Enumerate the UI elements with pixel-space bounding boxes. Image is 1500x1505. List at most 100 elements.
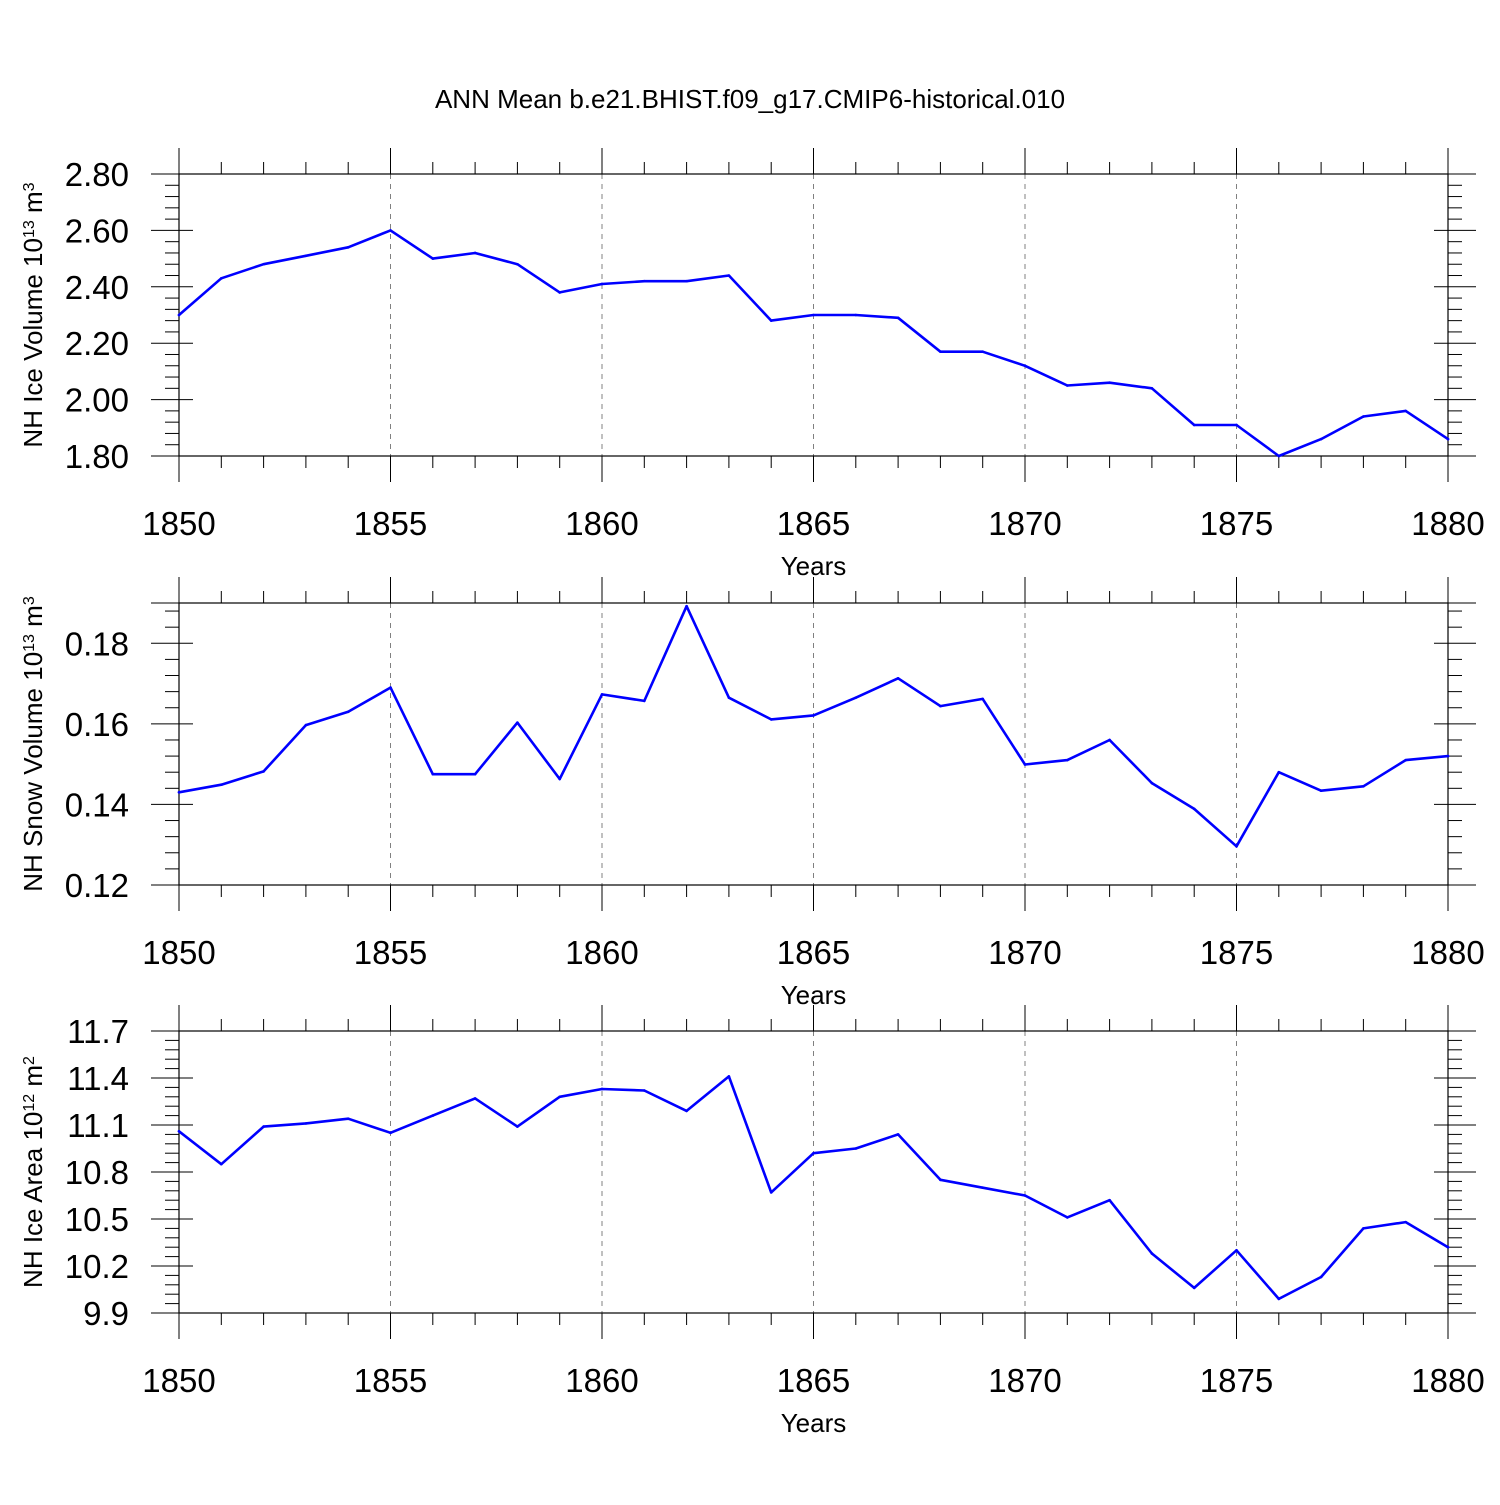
data-point	[389, 229, 392, 232]
data-point	[1319, 437, 1323, 441]
y-axis-label: NH Ice Volume 1013 m3	[18, 182, 48, 447]
data-point	[643, 279, 646, 283]
data-point	[1235, 845, 1238, 848]
y-tick-label: 2.00	[65, 382, 129, 419]
x-tick-label: 1870	[988, 934, 1061, 971]
data-point	[1362, 785, 1365, 788]
data-point	[600, 693, 604, 696]
data-point	[1362, 1227, 1365, 1230]
data-point	[473, 772, 477, 776]
y-tick-label: 2.20	[65, 325, 129, 362]
x-tick-label: 1860	[565, 505, 638, 542]
y-axis-label-space	[18, 1087, 48, 1094]
data-point	[1150, 781, 1154, 785]
x-tick-label: 1860	[565, 934, 638, 971]
x-tick-label: 1880	[1411, 1362, 1484, 1399]
data-point	[939, 350, 942, 353]
data-point	[812, 1151, 815, 1155]
y-axis-label-space	[18, 627, 48, 634]
data-point	[304, 254, 308, 258]
data-point	[812, 714, 815, 717]
data-point	[1023, 763, 1027, 766]
y-axis-label-text: NH Snow Volume 10	[18, 652, 48, 892]
data-point	[1023, 1194, 1027, 1197]
y-tick-label: 2.80	[65, 156, 129, 193]
x-tick-label: 1850	[142, 1362, 215, 1399]
data-point	[981, 350, 984, 353]
data-point	[939, 704, 942, 708]
y-tick-label: 10.5	[65, 1201, 129, 1238]
data-point	[600, 1087, 604, 1091]
data-point	[727, 1075, 731, 1078]
data-point	[1446, 1245, 1450, 1249]
data-point	[1235, 423, 1238, 427]
y-tick-label: 9.9	[83, 1295, 129, 1332]
y-tick-label: 0.18	[65, 625, 129, 662]
y-tick-label: 0.16	[65, 706, 129, 743]
data-point	[262, 1125, 265, 1128]
x-tick-label: 1875	[1200, 934, 1273, 971]
data-point	[262, 770, 265, 773]
panel-1: 1850 1855 1860 1865 1870 1875 1880 Years 1.80 2.0…	[18, 148, 1485, 581]
data-point	[896, 677, 900, 680]
x-tick-label: 1855	[354, 934, 427, 971]
data-point	[727, 696, 731, 699]
data-point	[812, 313, 815, 317]
data-point	[516, 1125, 519, 1128]
data-point	[473, 1097, 477, 1100]
data-point	[431, 772, 435, 776]
data-point	[220, 1162, 223, 1166]
y-axis-label: NH Ice Area 1012 m2	[18, 1056, 48, 1288]
data-point	[1150, 1252, 1154, 1255]
data-point	[177, 1129, 181, 1133]
data-point	[981, 697, 984, 701]
data-point	[769, 319, 773, 322]
y-tick-label: 2.60	[65, 212, 129, 249]
data-point	[558, 1095, 561, 1099]
data-point	[1277, 770, 1281, 774]
data-point	[431, 257, 435, 260]
data-point	[177, 791, 181, 794]
data-point	[389, 1131, 392, 1135]
data-point	[346, 710, 350, 714]
data-point	[769, 718, 773, 721]
y-tick-label: 11.7	[67, 1013, 129, 1050]
x-tick-label: 1870	[988, 505, 1061, 542]
data-point	[1150, 387, 1154, 390]
data-point	[304, 1122, 308, 1125]
y-axis-label-exponent: 13	[21, 220, 38, 238]
data-point	[727, 274, 731, 277]
data-point	[220, 783, 223, 786]
data-point	[389, 686, 392, 689]
data-point	[346, 246, 350, 249]
x-tick-label: 1870	[988, 1362, 1061, 1399]
data-point	[685, 279, 688, 283]
data-point	[177, 313, 181, 317]
data-point	[1192, 807, 1196, 811]
y-axis-label-unit: m	[18, 1065, 48, 1087]
data-point	[1192, 1286, 1196, 1290]
data-point	[1108, 381, 1111, 384]
data-point	[431, 1114, 435, 1117]
data-point	[1235, 1249, 1238, 1252]
data-point	[1066, 1216, 1069, 1219]
data-point	[643, 1089, 646, 1092]
data-point	[854, 1147, 858, 1150]
y-axis-label-unit: m	[18, 191, 48, 213]
data-point	[685, 604, 688, 608]
x-tick-label: 1865	[777, 934, 850, 971]
y-axis-label-space	[18, 213, 48, 220]
data-point	[643, 699, 646, 703]
x-tick-label: 1860	[565, 1362, 638, 1399]
data-point	[1277, 454, 1281, 458]
data-point	[1362, 415, 1365, 418]
y-tick-label: 10.8	[65, 1154, 129, 1191]
data-point	[1446, 437, 1450, 441]
data-point	[1192, 423, 1196, 427]
x-tick-label: 1875	[1200, 505, 1273, 542]
y-tick-label: 0.12	[65, 867, 129, 904]
data-point	[600, 282, 604, 286]
y-tick-label: 10.2	[65, 1248, 129, 1285]
